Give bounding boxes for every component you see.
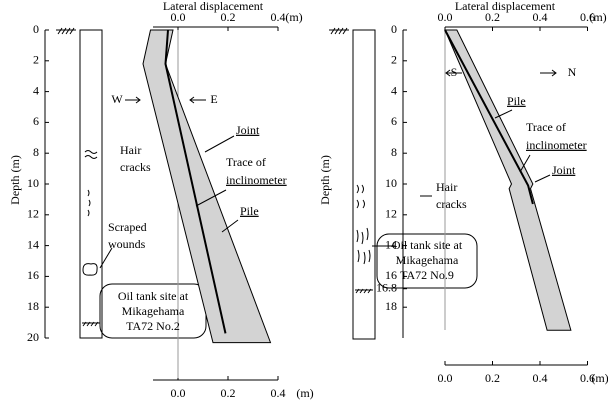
x-tick-label: 0.2 (485, 371, 500, 385)
base-hatch (355, 289, 373, 293)
x-tick-label: 0.4 (271, 10, 286, 24)
annotation: N (568, 65, 577, 79)
leader (100, 196, 432, 268)
annotation: Joint (552, 163, 576, 177)
x-tick-label: 0.0 (438, 371, 453, 385)
crack-sketch (357, 185, 370, 264)
y-tick-label: 0 (391, 22, 397, 36)
y-tick-label: 16.8 (376, 280, 397, 294)
x-tick-label: 0.4 (271, 386, 286, 400)
y-tick-label: 10 (27, 176, 39, 190)
x-unit: (m) (591, 371, 608, 385)
annotation: cracks (436, 197, 467, 211)
axis-title: Lateral displacement (163, 0, 264, 13)
y-tick-label: 4 (33, 83, 39, 97)
ground-hatch (56, 28, 76, 34)
y-axis-label: Depth (m) (8, 155, 22, 205)
base-hatch (82, 322, 100, 326)
y-tick-label: 18 (385, 299, 397, 313)
annotation: Pile (240, 204, 259, 218)
y-tick-label: 20 (27, 330, 39, 344)
axis-title: Lateral displacement (455, 0, 556, 13)
annotation: Trace of (526, 120, 566, 134)
y-axis-label: Depth (m) (318, 155, 332, 205)
annotation: inclinometer (526, 138, 587, 152)
y-tick-label: 8 (391, 145, 397, 159)
y-tick-label: 16 (27, 268, 39, 282)
annotation: Trace of (226, 155, 266, 169)
annotation: W (111, 92, 123, 106)
figure: 02468101214161820Depth (m)0.00.20.40.00.… (0, 0, 608, 405)
annotation: Mikagehama (122, 304, 185, 318)
annotation: Pile (507, 94, 526, 108)
annotation: Scraped (108, 220, 147, 234)
y-tick-label: 4 (391, 83, 397, 97)
annotation: Joint (236, 123, 260, 137)
y-tick-label: 18 (27, 299, 39, 313)
annotation: Oil tank site at (118, 289, 189, 303)
y-tick-label: 12 (385, 207, 397, 221)
annotation: cracks (120, 160, 151, 174)
y-tick-label: 2 (33, 53, 39, 67)
x-tick-label: 0.4 (533, 371, 548, 385)
y-tick-label: 0 (33, 22, 39, 36)
x-tick-label: 0.0 (171, 386, 186, 400)
y-tick-label: 14 (27, 237, 39, 251)
y-tick-label: 6 (391, 114, 397, 128)
y-tick-label: 8 (33, 145, 39, 159)
annotation: wounds (108, 237, 146, 251)
x-unit: (m) (296, 386, 313, 400)
y-tick-label: 12 (27, 207, 39, 221)
annotation: E (210, 92, 217, 106)
crack-sketch (85, 151, 97, 217)
y-tick-label: 10 (385, 176, 397, 190)
annotation: S (451, 65, 458, 79)
pile (445, 30, 571, 330)
soil-column (80, 30, 102, 338)
annotation: TA72 No.2 (126, 319, 180, 333)
annotation: inclinometer (226, 173, 287, 187)
annotation: Mikagehama (396, 253, 459, 267)
annotation: Hair (120, 143, 141, 157)
annotation: Hair (436, 180, 457, 194)
x-unit: (m) (589, 10, 606, 24)
annotation: Oil tank site at (392, 238, 463, 252)
y-tick-label: 6 (33, 114, 39, 128)
wound-sketch (83, 264, 97, 276)
annotation: TA72 No.9 (400, 268, 454, 282)
x-tick-label: 0.0 (438, 10, 453, 24)
y-tick-label: 2 (391, 53, 397, 67)
x-tick-label: 0.2 (221, 386, 236, 400)
x-unit: (m) (285, 10, 302, 24)
ground-hatch (329, 28, 349, 34)
